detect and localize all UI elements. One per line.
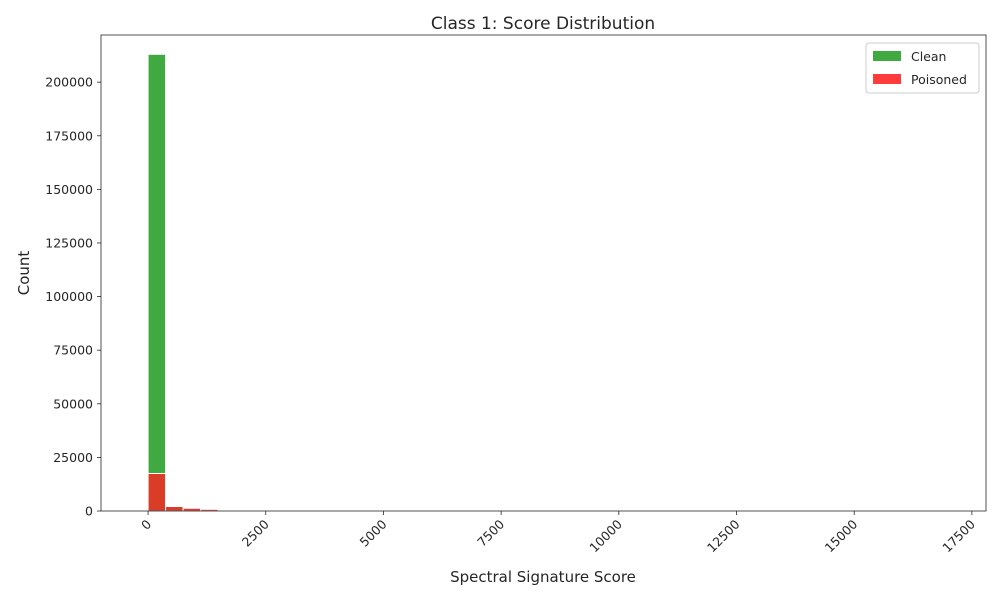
y-tick-label-3: 75000: [53, 343, 93, 358]
y-tick-label-8: 200000: [45, 75, 93, 90]
y-axis-label: Count: [15, 251, 33, 296]
y-tick-label-2: 50000: [53, 396, 93, 411]
y-tick-label-0: 0: [85, 504, 93, 519]
y-tick-label-1: 25000: [53, 450, 93, 465]
y-ticks: 0 25000 50000 75000 100000 125000 150000 175000…: [45, 75, 101, 519]
bar-clean-0: [148, 54, 166, 511]
bar-poisoned-0: [148, 473, 166, 511]
y-tick-label-7: 175000: [45, 128, 93, 143]
legend-swatch-clean: [873, 51, 901, 61]
bar-poisoned-1: [166, 506, 184, 511]
y-tick-label-5: 125000: [45, 235, 93, 250]
legend-label-clean: Clean: [911, 49, 946, 64]
legend-label-poisoned: Poisoned: [911, 72, 967, 87]
legend-swatch-poisoned: [873, 74, 901, 84]
bar-poisoned-2: [183, 508, 201, 511]
y-tick-label-4: 100000: [45, 289, 93, 304]
legend: Clean Poisoned: [866, 43, 979, 93]
x-axis-label: Spectral Signature Score: [450, 568, 636, 586]
chart-title: Class 1: Score Distribution: [431, 14, 655, 34]
y-tick-label-6: 150000: [45, 182, 93, 197]
